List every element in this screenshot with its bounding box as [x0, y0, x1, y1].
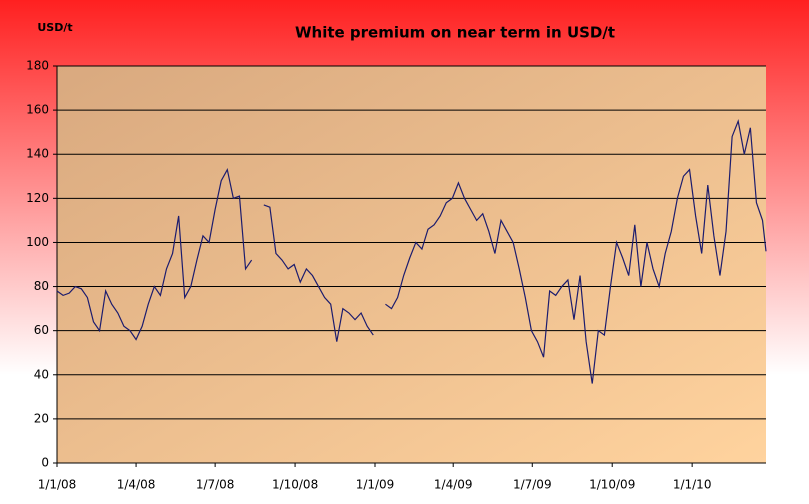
x-tick-label: 1/1/09 [356, 478, 395, 492]
y-tick-label: 60 [34, 323, 49, 337]
x-tick-label: 1/10/08 [272, 478, 318, 492]
x-tick-label: 1/1/10 [673, 478, 712, 492]
y-tick-label: 20 [34, 411, 49, 425]
x-tick-label: 1/7/08 [196, 478, 235, 492]
plot-area [57, 66, 766, 463]
x-tick-label: 1/1/08 [38, 478, 77, 492]
chart-title: White premium on near term in USD/t [295, 24, 615, 42]
data-line [56, 118, 767, 384]
y-tick-label: 120 [26, 191, 49, 205]
y-tick-label: 0 [41, 456, 49, 470]
y-tick-label: 40 [34, 367, 49, 381]
y-tick-label: 80 [34, 279, 49, 293]
y-axis-label: USD/t [37, 21, 72, 34]
y-tick-label: 100 [26, 235, 49, 249]
x-tick-label: 1/4/09 [434, 478, 473, 492]
x-tick-label: 1/7/09 [513, 478, 552, 492]
y-tick-label: 180 [26, 59, 49, 73]
x-tick-label: 1/4/08 [117, 478, 156, 492]
x-tick-label: 1/10/09 [589, 478, 635, 492]
y-tick-label: 160 [26, 103, 49, 117]
y-tick-label: 140 [26, 147, 49, 161]
